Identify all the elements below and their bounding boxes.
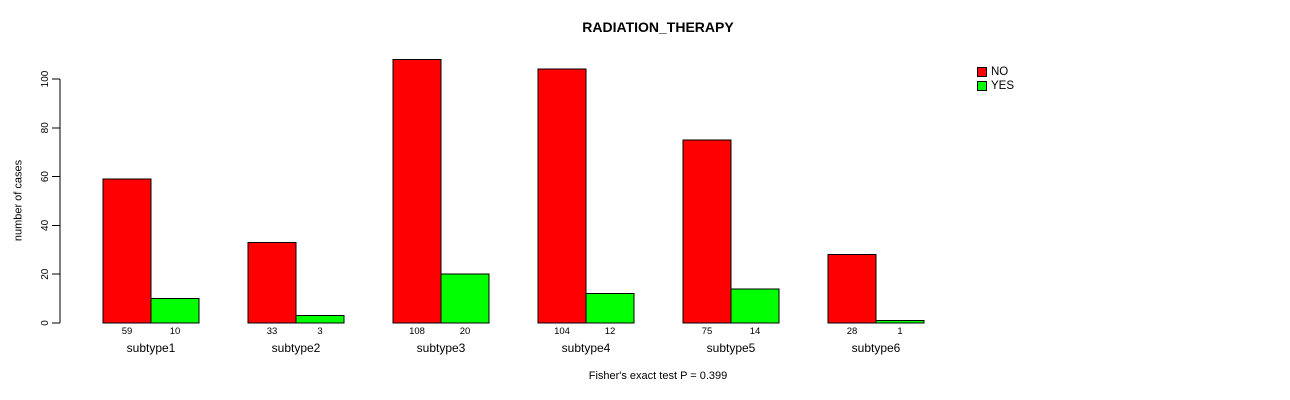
bar-yes-subtype6 [875, 320, 925, 324]
x-category-label: subtype1 [127, 341, 176, 355]
y-tick-label: 100 [40, 70, 51, 87]
bar-value-label: 104 [554, 326, 570, 337]
bar-yes-subtype1 [150, 298, 200, 324]
bar-yes-subtype4 [585, 293, 635, 324]
legend-item-yes: YES [977, 79, 1014, 93]
bar-yes-subtype2 [295, 315, 345, 324]
bar-value-label: 12 [605, 326, 616, 337]
stat-test-caption: Fisher's exact test P = 0.399 [588, 370, 728, 382]
x-category-label: subtype3 [417, 341, 466, 355]
y-axis-label: number of cases [12, 159, 25, 242]
bar-value-label: 10 [170, 326, 181, 337]
bar-no-subtype3 [392, 58, 442, 324]
bar-value-label: 14 [750, 326, 761, 337]
y-tick-label: 0 [40, 320, 51, 326]
y-tick-label: 20 [40, 268, 51, 280]
bar-no-subtype2 [247, 241, 297, 324]
legend-swatch-no [977, 67, 987, 77]
x-category-label: subtype5 [707, 341, 756, 355]
y-tick-label: 40 [40, 219, 51, 231]
legend-label-no: NO [991, 66, 1009, 78]
bar-no-subtype5 [682, 139, 732, 324]
bar-no-subtype1 [102, 178, 152, 324]
bar-value-label: 59 [122, 326, 133, 337]
bar-no-subtype6 [827, 254, 877, 324]
bar-value-label: 28 [847, 326, 858, 337]
legend-item-no: NO [977, 65, 1014, 79]
x-category-label: subtype2 [272, 341, 321, 355]
bar-yes-subtype5 [730, 288, 780, 324]
bar-no-subtype4 [537, 68, 587, 324]
x-category-label: subtype6 [852, 341, 901, 355]
legend-label-yes: YES [991, 80, 1015, 92]
legend: NO YES [977, 65, 1014, 93]
bar-yes-subtype3 [440, 273, 490, 324]
bar-value-label: 3 [317, 326, 322, 337]
chart-title: RADIATION_THERAPY [582, 19, 734, 35]
bar-value-label: 33 [267, 326, 278, 337]
y-tick-label: 60 [40, 171, 51, 183]
bar-value-label: 108 [409, 326, 425, 337]
bar-value-label: 75 [702, 326, 713, 337]
bar-value-label: 1 [897, 326, 902, 337]
y-tick-label: 80 [40, 122, 51, 134]
bar-value-label: 20 [460, 326, 471, 337]
x-category-label: subtype4 [562, 341, 611, 355]
legend-swatch-yes [977, 81, 987, 91]
